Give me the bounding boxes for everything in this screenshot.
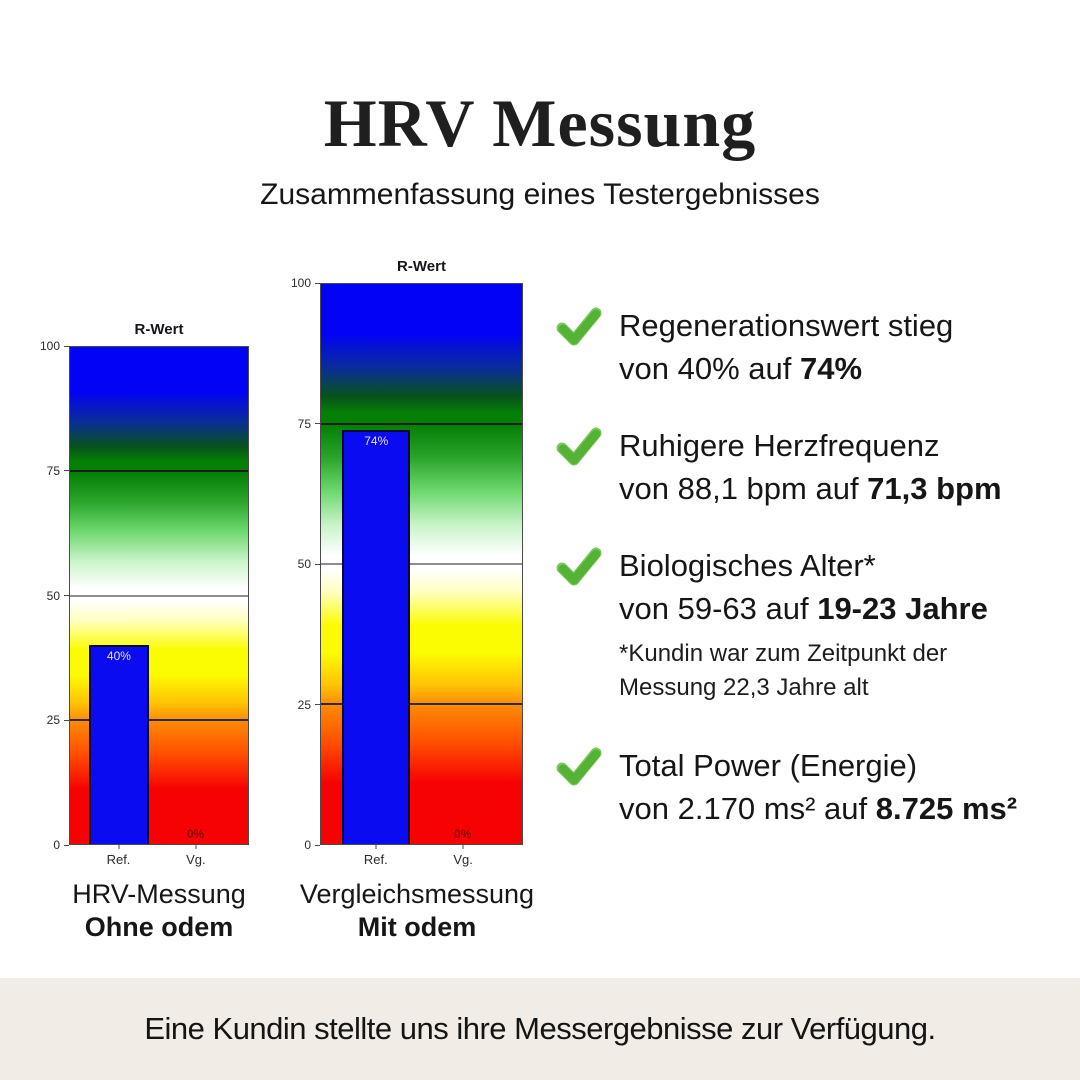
y-axis-tick-mark xyxy=(315,282,320,284)
footer-text: Eine Kundin stellte uns ihre Messergebni… xyxy=(144,1011,936,1046)
x-axis-category-label: Ref. xyxy=(106,852,131,867)
bullet-biological-age: Biologisches Alter* von 59-63 auf 19-23 … xyxy=(556,544,1059,705)
bullet-line2: von 59-63 auf 19-23 Jahre xyxy=(619,591,988,626)
bullet-line1: Regenerationswert stieg xyxy=(619,308,954,343)
bullet-footnote: *Kundin war zum Zeitpunkt der Messung 22… xyxy=(619,640,948,701)
bullet-heart-rate: Ruhigere Herzfrequenz von 88,1 bpm auf 7… xyxy=(556,424,1059,510)
chart-title: R-Wert xyxy=(397,258,446,275)
y-axis-tick-label: 50 xyxy=(297,557,311,571)
bar-value-label-zero: 0% xyxy=(186,827,205,841)
y-axis-tick-mark xyxy=(64,470,69,472)
gridline-25 xyxy=(321,703,522,705)
gridline-50 xyxy=(321,563,522,565)
x-axis-category-label: Vg. xyxy=(186,852,206,867)
bullet-line2: von 88,1 bpm auf 71,3 bpm xyxy=(619,471,1002,506)
bullet-line2: von 40% auf 74% xyxy=(619,351,863,386)
y-axis-tick-label: 75 xyxy=(46,463,60,478)
checkmark-icon xyxy=(556,547,602,586)
y-axis-tick-label: 25 xyxy=(46,713,60,728)
chart-plot-gradient: 40% 0% xyxy=(69,346,249,845)
page-title: HRV Messung xyxy=(323,85,757,161)
y-axis-tick-label: 50 xyxy=(46,588,60,603)
page-subtitle: Zusammenfassung eines Testergebnisses xyxy=(260,178,820,211)
footer-band: Eine Kundin stellte uns ihre Messergebni… xyxy=(0,978,1080,1080)
x-axis-tick-mark xyxy=(195,845,197,849)
caption-line1: Vergleichsmessung xyxy=(299,879,535,909)
y-axis-tick-mark xyxy=(315,704,320,705)
x-axis-category-label: Vg. xyxy=(453,852,473,867)
bar-ref: 40% xyxy=(88,645,150,844)
bullet-text: Total Power (Energie) von 2.170 ms² auf … xyxy=(619,744,1059,830)
hrv-chart-before: R-Wert 40% 0% 100 75 50 25 0 Ref. Vg. xyxy=(40,321,249,867)
x-axis-tick-mark xyxy=(462,845,464,849)
bullet-line1: Total Power (Energie) xyxy=(619,748,918,783)
bullet-text: Biologisches Alter* von 59-63 auf 19-23 … xyxy=(619,544,1059,705)
caption-line2: Ohne odem xyxy=(84,912,234,942)
caption-line1: HRV-Messung xyxy=(72,879,246,909)
y-axis-tick-label: 100 xyxy=(39,339,60,353)
gridline-75 xyxy=(321,423,522,425)
gridline-75 xyxy=(70,470,248,473)
y-axis-tick-label: 0 xyxy=(304,838,311,852)
bar-value-label: 74% xyxy=(364,433,389,448)
checkmark-icon xyxy=(556,747,602,786)
y-axis-tick-mark xyxy=(315,844,320,846)
bullet-regeneration: Regenerationswert stieg von 40% auf 74% xyxy=(556,304,1059,390)
bullet-line1: Ruhigere Herzfrequenz xyxy=(619,428,940,463)
bullet-text: Ruhigere Herzfrequenz von 88,1 bpm auf 7… xyxy=(619,424,1059,510)
bar-value-label: 40% xyxy=(106,649,131,664)
x-axis-category-label: Ref. xyxy=(363,852,388,867)
bar-ref: 74% xyxy=(342,429,411,844)
y-axis-tick-label: 100 xyxy=(290,276,311,290)
caption-line2: Mit odem xyxy=(357,912,477,942)
bullet-line2: von 2.170 ms² auf 8.725 ms² xyxy=(619,791,1018,826)
y-axis-tick-mark xyxy=(315,423,320,424)
bullet-line1: Biologisches Alter* xyxy=(619,548,876,583)
checkmark-icon xyxy=(556,307,602,346)
checkmark-icon xyxy=(556,427,602,466)
y-axis-tick-mark xyxy=(64,719,69,721)
x-axis-tick-mark xyxy=(118,845,119,849)
chart-plot-gradient: 74% 0% xyxy=(320,283,523,845)
y-axis-tick-mark xyxy=(64,844,69,846)
chart-caption-after: Vergleichsmessung Mit odem xyxy=(287,878,547,944)
gridline-50 xyxy=(70,594,248,597)
y-axis-tick-label: 75 xyxy=(297,416,311,431)
hrv-chart-after: R-Wert 74% 0% 100 75 50 25 0 Ref. Vg. xyxy=(291,258,523,867)
y-axis-tick-mark xyxy=(64,345,69,347)
bar-value-label-zero: 0% xyxy=(454,827,472,841)
y-axis-tick-label: 0 xyxy=(53,838,60,852)
chart-caption-before: HRV-Messung Ohne odem xyxy=(29,878,289,944)
y-axis-tick-label: 25 xyxy=(297,697,311,712)
x-axis-tick-mark xyxy=(375,845,377,849)
y-axis-tick-mark xyxy=(315,563,320,565)
bullet-total-power: Total Power (Energie) von 2.170 ms² auf … xyxy=(556,744,1059,830)
gridline-25 xyxy=(70,718,248,721)
bullet-text: Regenerationswert stieg von 40% auf 74% xyxy=(619,304,1059,390)
chart-title: R-Wert xyxy=(134,321,184,338)
y-axis-tick-mark xyxy=(64,595,69,596)
